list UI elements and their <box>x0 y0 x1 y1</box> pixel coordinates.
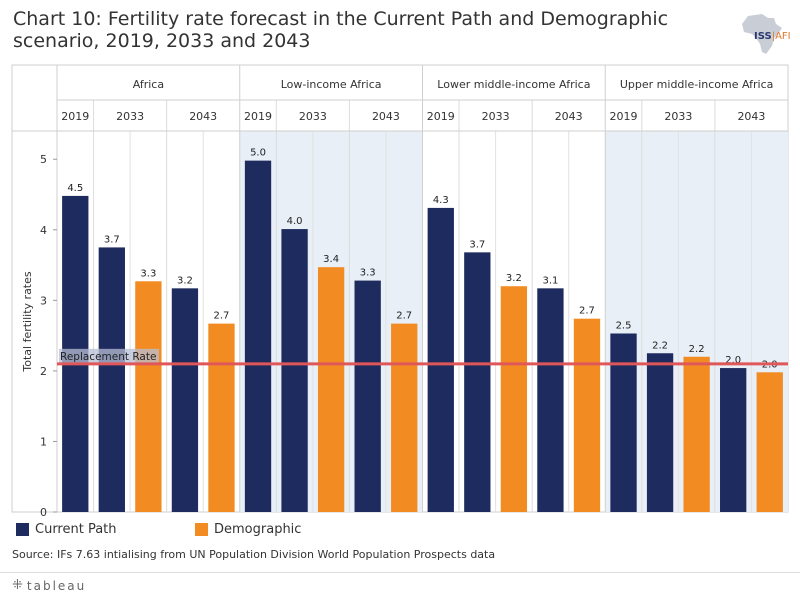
legend-item-current-path[interactable]: Current Path <box>16 522 117 537</box>
y-axis-title: Total fertility rates <box>21 271 34 372</box>
bar-value-label: 4.3 <box>433 195 449 206</box>
year-header: 2043 <box>372 110 400 123</box>
year-header: 2043 <box>555 110 583 123</box>
bar-value-label: 4.0 <box>287 216 303 227</box>
bar-value-label: 3.3 <box>360 268 376 279</box>
bar-current-path <box>354 280 381 512</box>
group-header: Lower middle-income Africa <box>437 78 590 91</box>
bar-current-path <box>537 288 564 512</box>
reference-line-label: Replacement Rate <box>60 351 156 363</box>
y-tick-label: 1 <box>40 435 47 448</box>
chart-title: Chart 10: Fertility rate forecast in the… <box>13 8 669 52</box>
bar-current-path <box>720 368 747 512</box>
group-header: Upper middle-income Africa <box>620 78 774 91</box>
bar-value-label: 3.3 <box>140 268 156 279</box>
bar-demographic <box>135 281 162 512</box>
bar-demographic <box>683 356 710 512</box>
footer-divider <box>0 572 800 573</box>
year-header: 2043 <box>189 110 217 123</box>
iss-logo-text: ISS|AFI <box>754 31 791 42</box>
bar-value-label: 5.0 <box>250 148 266 159</box>
bar-current-path <box>281 229 308 513</box>
year-header: 2019 <box>244 110 272 123</box>
y-tick-label: 0 <box>40 506 47 519</box>
bar-current-path <box>427 207 454 512</box>
legend-swatch-demographic <box>195 523 208 536</box>
tableau-footer[interactable]: ⁜ tableau <box>12 578 86 593</box>
group-header: Low-income Africa <box>281 78 382 91</box>
bar-current-path <box>464 252 491 512</box>
legend-label-demographic: Demographic <box>214 522 302 537</box>
year-header: 2043 <box>737 110 765 123</box>
bar-value-label: 2.2 <box>689 344 705 355</box>
year-header: 2019 <box>427 110 455 123</box>
bar-demographic <box>573 318 601 512</box>
bar-current-path <box>98 247 125 512</box>
fertility-chart: Africa20194.520333.73.320433.22.7Low-inc… <box>11 64 789 519</box>
y-tick-label: 3 <box>40 294 47 307</box>
bar-current-path <box>244 160 272 512</box>
bar-demographic <box>500 286 528 512</box>
legend-swatch-current-path <box>16 523 29 536</box>
bar-value-label: 4.5 <box>67 183 83 194</box>
bar-value-label: 3.7 <box>104 234 120 245</box>
bar-value-label: 3.4 <box>323 254 339 265</box>
source-note: Source: IFs 7.63 intialising from UN Pop… <box>12 548 496 561</box>
bar-value-label: 3.2 <box>506 273 522 284</box>
year-header: 2033 <box>482 110 510 123</box>
bar-demographic <box>208 323 235 512</box>
legend-label-current-path: Current Path <box>35 522 117 537</box>
y-tick-label: 2 <box>40 365 47 378</box>
bar-value-label: 2.7 <box>579 306 595 317</box>
bar-value-label: 3.1 <box>542 275 558 286</box>
bar-value-label: 3.7 <box>469 239 485 250</box>
bar-current-path <box>171 288 199 512</box>
group-header: Africa <box>133 78 164 91</box>
year-header: 2019 <box>610 110 638 123</box>
bar-value-label: 2.7 <box>214 311 230 322</box>
bar-value-label: 2.7 <box>396 311 412 322</box>
year-header: 2033 <box>116 110 144 123</box>
legend-item-demographic[interactable]: Demographic <box>195 522 301 537</box>
bar-demographic <box>756 372 783 512</box>
bar-demographic <box>391 323 418 512</box>
bar-demographic <box>317 267 345 512</box>
tableau-logo-icon: ⁜ <box>12 578 23 593</box>
y-tick-label: 4 <box>40 224 47 237</box>
reference-label-bg <box>59 348 159 363</box>
bar-value-label: 2.2 <box>652 340 668 351</box>
bar-value-label: 2.5 <box>616 320 632 331</box>
y-tick-label: 5 <box>40 153 47 166</box>
year-header: 2019 <box>61 110 89 123</box>
bar-current-path <box>610 333 637 512</box>
tableau-brand: tableau <box>26 578 87 593</box>
bar-value-label: 3.2 <box>177 275 193 286</box>
bar-value-label: 2.0 <box>725 355 741 366</box>
year-header: 2033 <box>664 110 692 123</box>
africa-map-icon <box>742 14 782 54</box>
year-header: 2033 <box>299 110 327 123</box>
bar-current-path <box>646 353 674 512</box>
